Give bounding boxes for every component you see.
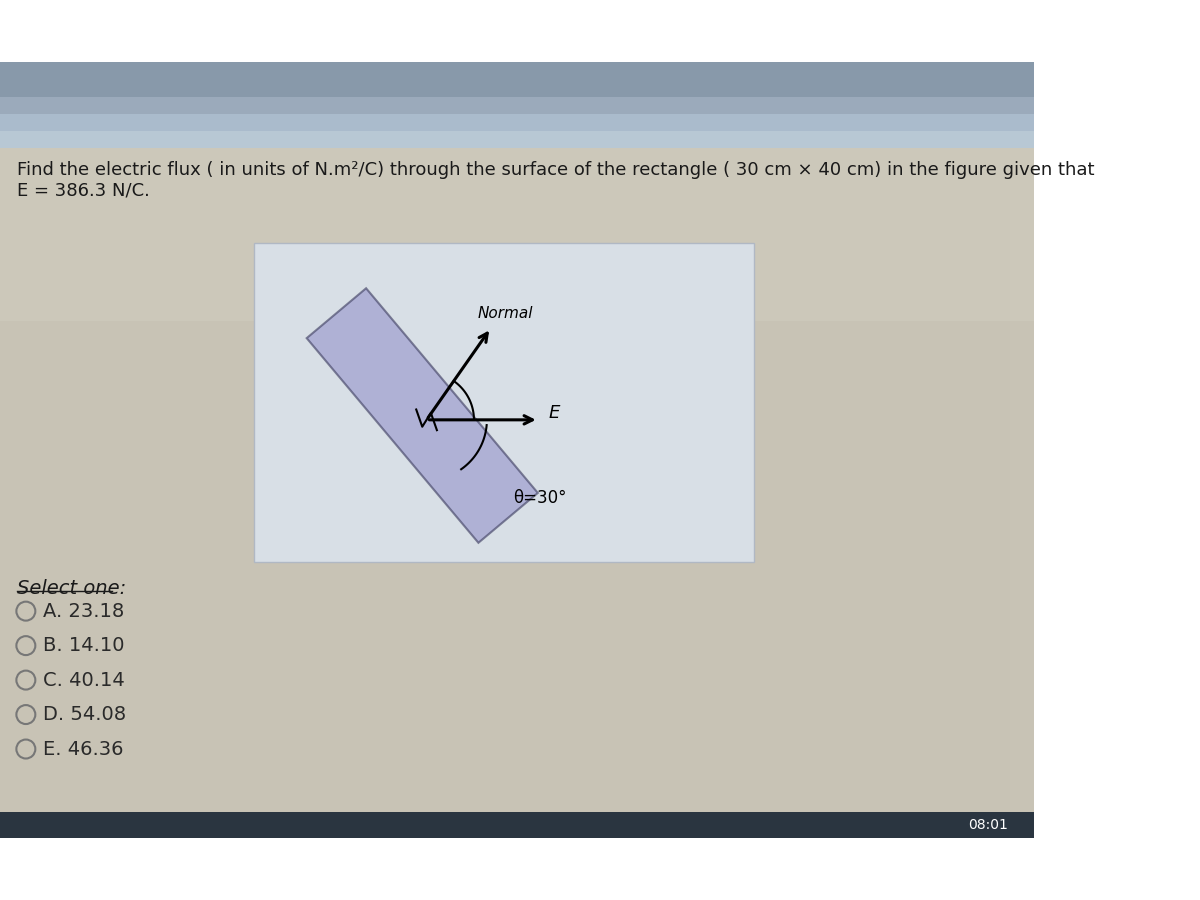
Text: θ=30°: θ=30° bbox=[512, 489, 566, 507]
Text: Find the electric flux ( in units of N.m²/C) through the surface of the rectangl: Find the electric flux ( in units of N.m… bbox=[17, 161, 1094, 179]
Bar bbox=[0, 812, 1034, 838]
Bar bbox=[0, 96, 1034, 114]
Text: 08:01: 08:01 bbox=[968, 818, 1008, 832]
Text: E. 46.36: E. 46.36 bbox=[43, 740, 124, 759]
Bar bbox=[0, 131, 1034, 149]
Text: C. 40.14: C. 40.14 bbox=[43, 670, 125, 689]
Bar bbox=[0, 114, 1034, 131]
Bar bbox=[0, 62, 1034, 96]
Text: A. 23.18: A. 23.18 bbox=[43, 601, 125, 621]
Text: E = 386.3 N/C.: E = 386.3 N/C. bbox=[17, 181, 150, 199]
Text: D. 54.08: D. 54.08 bbox=[43, 705, 126, 725]
Text: Select one:: Select one: bbox=[17, 580, 126, 598]
Bar bbox=[0, 148, 1034, 217]
Polygon shape bbox=[307, 288, 538, 543]
Text: Normal: Normal bbox=[478, 306, 533, 321]
Text: B. 14.10: B. 14.10 bbox=[43, 636, 125, 655]
Bar bbox=[254, 243, 754, 562]
Bar bbox=[0, 148, 1034, 320]
Text: E: E bbox=[548, 404, 560, 422]
